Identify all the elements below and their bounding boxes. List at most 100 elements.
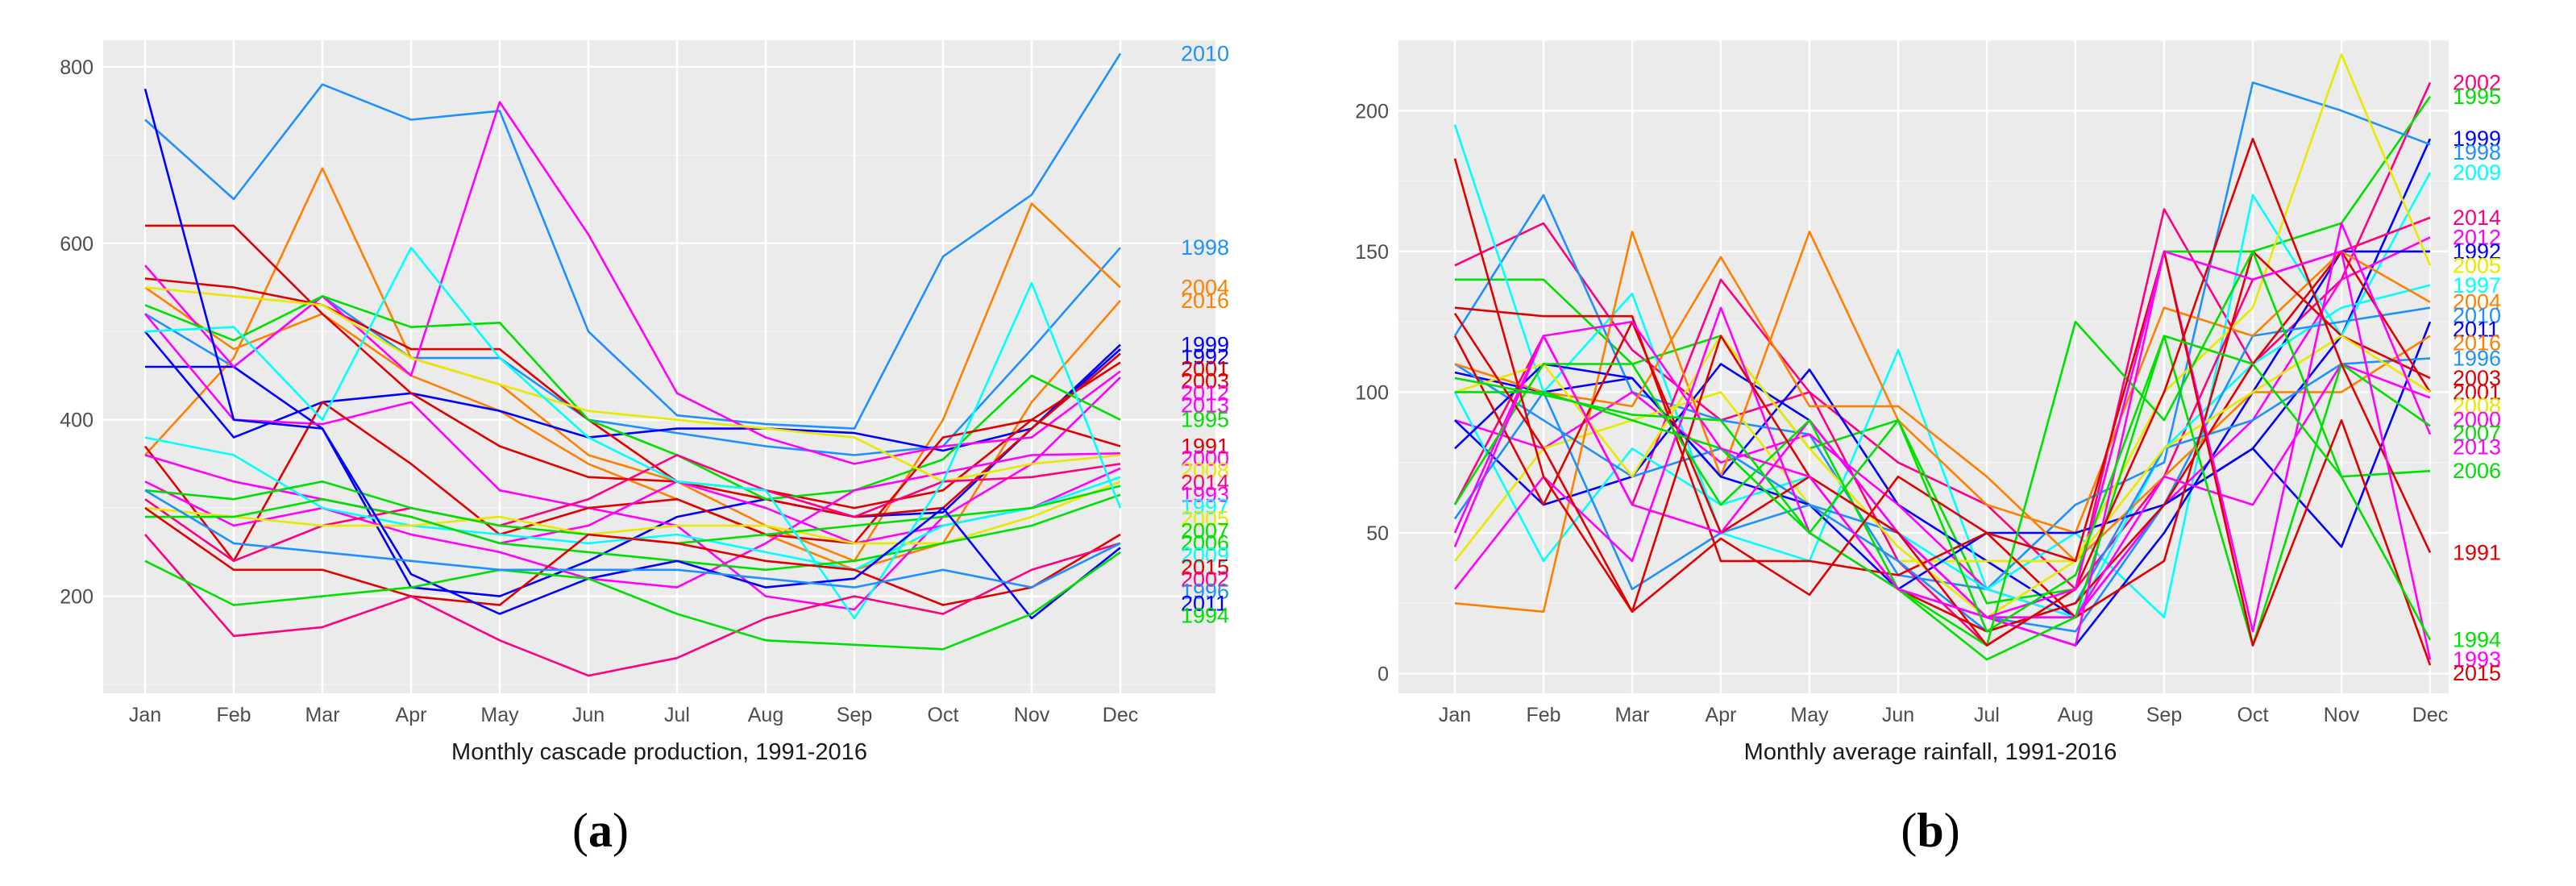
panel-a-series-lines xyxy=(143,52,1122,677)
panel-a-caption: (a) xyxy=(572,804,629,857)
series-line-2000 xyxy=(144,452,1121,589)
series-end-label-2006: 2006 xyxy=(2453,459,2501,483)
series-line-2009 xyxy=(1453,124,2432,619)
series-line-2010 xyxy=(144,52,1122,430)
series-end-label-2006: 2006 xyxy=(1181,531,1229,555)
series-end-label-1996: 1996 xyxy=(1181,580,1229,604)
series-line-2013 xyxy=(1453,222,2432,647)
x-tick-label: Mar xyxy=(305,704,339,726)
series-line-2015 xyxy=(144,507,1121,606)
series-line-2006 xyxy=(145,493,1121,572)
series-line-2015 xyxy=(1453,250,2432,666)
panel-a-x-axis: Jan Feb Mar Apr May Jun Jul Aug Sep Oct Nov Dec xyxy=(129,704,1138,726)
series-line-2011 xyxy=(1454,321,2432,591)
x-tick-label: Sep xyxy=(2146,704,2182,726)
series-end-label-2008: 2008 xyxy=(1181,459,1229,483)
x-tick-label: Dec xyxy=(2412,704,2448,726)
series-end-label-2002: 2002 xyxy=(2453,70,2501,94)
panel-b-caption-open-paren: ( xyxy=(1901,804,1917,857)
x-tick-label: Aug xyxy=(748,704,783,726)
series-end-label-1992: 1992 xyxy=(1181,345,1229,369)
x-tick-label: Nov xyxy=(2324,704,2360,726)
series-end-label-2007: 2007 xyxy=(2453,421,2501,445)
series-line-2009 xyxy=(144,246,1122,620)
series-end-label-2016: 2016 xyxy=(2453,331,2501,356)
x-tick-label: Jul xyxy=(1974,704,2000,726)
series-end-label-2011: 2011 xyxy=(2453,318,2499,342)
series-line-2001 xyxy=(145,224,1121,518)
series-end-label-2000: 2000 xyxy=(2453,407,2501,431)
series-end-label-1996: 1996 xyxy=(2453,347,2501,371)
series-end-label-2014: 2014 xyxy=(1181,471,1229,495)
series-line-1999 xyxy=(1454,138,2432,619)
series-line-1993 xyxy=(1453,250,2432,660)
series-line-2001 xyxy=(1453,250,2432,633)
y-tick-label: 0 xyxy=(1377,663,1389,686)
series-line-2014 xyxy=(144,454,1121,563)
series-end-label-1999: 1999 xyxy=(1181,333,1229,357)
series-end-label-2008: 2008 xyxy=(2453,393,2501,418)
series-end-label-1997: 1997 xyxy=(1181,495,1229,519)
panel-a-caption-open-paren: ( xyxy=(572,804,588,857)
series-end-label-1995: 1995 xyxy=(1181,408,1229,432)
panel-b-caption-close-paren: ) xyxy=(1944,804,1960,857)
series-end-label-2015: 2015 xyxy=(1181,555,1229,580)
series-line-2008 xyxy=(144,286,1121,483)
x-tick-label: Feb xyxy=(216,704,251,726)
panel-b-series-lines xyxy=(1453,53,2432,666)
series-line-2003 xyxy=(1454,250,2431,619)
series-line-1996 xyxy=(144,489,1121,589)
series-line-2002 xyxy=(144,534,1121,677)
series-end-label-2001: 2001 xyxy=(2453,380,2501,404)
series-line-2002 xyxy=(1454,81,2432,591)
series-line-1994 xyxy=(1454,335,2432,641)
series-end-label-2012: 2012 xyxy=(1181,381,1229,406)
series-line-1991 xyxy=(1453,137,2432,647)
panel-a-x-axis-title: Monthly cascade production, 1991-2016 xyxy=(451,739,867,765)
panel-a-production-chart: 200 400 600 800 Jan Feb Mar Apr May Jun Jul Aug Sep… xyxy=(60,40,1229,857)
series-end-label-1997: 1997 xyxy=(2453,273,2501,297)
panel-a-caption-close-paren: ) xyxy=(613,804,629,857)
series-end-label-2002: 2002 xyxy=(1181,568,1229,592)
x-tick-label: Jun xyxy=(1882,704,1914,726)
y-tick-label: 100 xyxy=(1355,381,1389,404)
x-tick-label: Dec xyxy=(1103,704,1138,726)
series-end-label-2005: 2005 xyxy=(2453,253,2501,277)
series-end-label-1998: 1998 xyxy=(1181,235,1229,260)
series-end-label-1999: 1999 xyxy=(2453,127,2501,151)
series-end-label-2009: 2009 xyxy=(2453,160,2501,185)
y-tick-label: 400 xyxy=(60,410,93,432)
y-tick-label: 200 xyxy=(1355,100,1389,123)
x-tick-label: Aug xyxy=(2058,704,2093,726)
series-end-label-2004: 2004 xyxy=(1181,275,1229,299)
series-end-label-2013: 2013 xyxy=(2453,435,2501,459)
panel-b-x-axis-title: Monthly average rainfall, 1991-2016 xyxy=(1744,739,2117,765)
series-end-label-2004: 2004 xyxy=(2453,290,2501,314)
panel-b-caption-letter: b xyxy=(1917,804,1943,857)
x-tick-label: Mar xyxy=(1614,704,1649,726)
series-end-label-2001: 2001 xyxy=(1181,357,1229,381)
series-end-label-1993: 1993 xyxy=(1181,483,1229,507)
panel-b-x-axis: Jan Feb Mar Apr May Jun Jul Aug Sep Oct Nov Dec xyxy=(1439,704,2448,726)
x-tick-label: May xyxy=(1790,704,1829,726)
series-end-label-2013: 2013 xyxy=(1181,393,1229,418)
y-tick-label: 200 xyxy=(60,586,93,609)
x-tick-label: Apr xyxy=(396,704,427,726)
x-tick-label: Jan xyxy=(129,704,161,726)
series-end-label-2011: 2011 xyxy=(1181,592,1228,616)
y-tick-label: 150 xyxy=(1355,241,1389,264)
x-tick-label: May xyxy=(480,704,519,726)
panel-a-plot-background xyxy=(103,40,1215,693)
panel-b-y-axis: 0 50 100 150 200 xyxy=(1355,100,1389,685)
panel-b-rainfall-chart: 0 50 100 150 200 Jan Feb Mar Apr May Jun Jul Aug Sep… xyxy=(1355,40,2501,857)
series-line-2012 xyxy=(1454,236,2431,619)
panel-a-y-axis: 200 400 600 800 xyxy=(60,56,93,609)
series-end-label-2003: 2003 xyxy=(2453,366,2501,390)
series-end-label-1991: 1991 xyxy=(1181,435,1229,459)
panel-b-caption: (b) xyxy=(1901,804,1959,857)
x-tick-label: Jan xyxy=(1439,704,1471,726)
series-end-label-1994: 1994 xyxy=(2453,628,2501,652)
